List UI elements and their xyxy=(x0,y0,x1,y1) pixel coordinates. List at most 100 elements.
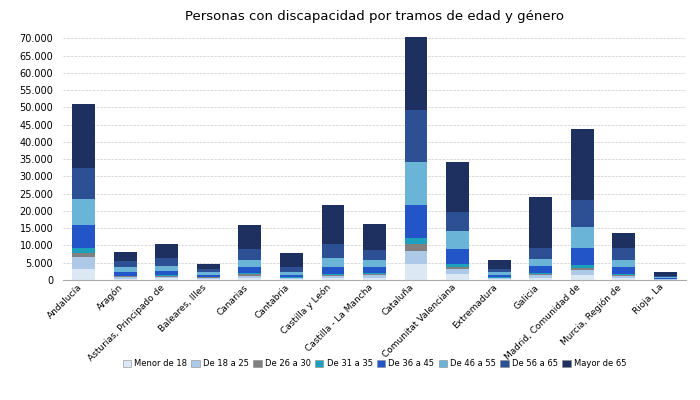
Bar xyxy=(570,200,594,227)
Bar xyxy=(654,278,677,279)
Bar xyxy=(197,277,220,278)
Bar xyxy=(114,267,136,272)
Bar xyxy=(155,244,178,258)
Bar xyxy=(155,278,178,280)
Bar xyxy=(363,275,386,278)
Bar xyxy=(280,275,303,277)
Bar xyxy=(488,277,510,278)
Bar xyxy=(280,278,303,279)
Bar xyxy=(488,272,510,275)
Bar xyxy=(529,278,552,280)
Bar xyxy=(155,275,178,276)
Bar xyxy=(363,273,386,274)
Bar xyxy=(570,275,594,280)
Bar xyxy=(280,267,303,272)
Bar xyxy=(446,269,469,274)
Bar xyxy=(570,265,594,268)
Bar xyxy=(72,253,95,257)
Bar xyxy=(529,248,552,258)
Bar xyxy=(446,266,469,269)
Bar xyxy=(363,260,386,267)
Bar xyxy=(446,231,469,248)
Bar xyxy=(114,272,136,276)
Bar xyxy=(363,267,386,273)
Bar xyxy=(488,260,510,269)
Bar xyxy=(280,254,303,267)
Bar xyxy=(612,268,635,274)
Bar xyxy=(612,274,635,275)
Bar xyxy=(363,274,386,275)
Bar xyxy=(114,276,136,277)
Bar xyxy=(654,276,677,277)
Bar xyxy=(155,277,178,278)
Bar xyxy=(405,244,428,251)
Bar xyxy=(405,251,428,264)
Bar xyxy=(405,205,428,238)
Bar xyxy=(529,275,552,278)
Bar xyxy=(280,272,303,275)
Bar xyxy=(363,224,386,250)
Bar xyxy=(239,267,261,273)
Bar xyxy=(239,225,261,249)
Bar xyxy=(197,275,220,277)
Bar xyxy=(72,225,95,248)
Bar xyxy=(114,252,136,261)
Bar xyxy=(446,274,469,280)
Bar xyxy=(529,273,552,274)
Bar xyxy=(197,264,220,269)
Bar xyxy=(239,273,261,274)
Bar xyxy=(72,104,95,168)
Bar xyxy=(488,275,510,277)
Bar xyxy=(114,279,136,280)
Bar xyxy=(72,257,95,269)
Bar xyxy=(114,261,136,267)
Bar xyxy=(570,227,594,248)
Title: Personas con discapacidad por tramos de edad y género: Personas con discapacidad por tramos de … xyxy=(185,10,564,23)
Bar xyxy=(405,110,428,162)
Bar xyxy=(72,168,95,199)
Bar xyxy=(405,162,428,205)
Bar xyxy=(197,279,220,280)
Bar xyxy=(529,266,552,273)
Bar xyxy=(155,271,178,275)
Bar xyxy=(280,279,303,280)
Bar xyxy=(529,258,552,266)
Bar xyxy=(321,258,344,267)
Bar xyxy=(529,274,552,275)
Bar xyxy=(612,260,635,268)
Bar xyxy=(239,274,261,276)
Bar xyxy=(321,275,344,276)
Bar xyxy=(321,267,344,274)
Bar xyxy=(239,249,261,260)
Bar xyxy=(114,277,136,279)
Bar xyxy=(239,278,261,280)
Bar xyxy=(197,272,220,275)
Bar xyxy=(488,279,510,280)
Bar xyxy=(155,266,178,271)
Bar xyxy=(405,238,428,244)
Bar xyxy=(72,269,95,280)
Bar xyxy=(155,258,178,266)
Bar xyxy=(446,162,469,212)
Bar xyxy=(570,268,594,270)
Bar xyxy=(570,248,594,265)
Bar xyxy=(612,276,635,278)
Bar xyxy=(612,248,635,260)
Bar xyxy=(363,278,386,280)
Bar xyxy=(405,264,428,280)
Bar xyxy=(529,197,552,248)
Bar xyxy=(405,37,428,110)
Bar xyxy=(72,199,95,225)
Bar xyxy=(446,264,469,266)
Bar xyxy=(321,244,344,258)
Bar xyxy=(197,269,220,272)
Legend: Menor de 18, De 18 a 25, De 26 a 30, De 31 a 35, De 36 a 45, De 46 a 55, De 56 a: Menor de 18, De 18 a 25, De 26 a 30, De … xyxy=(119,356,630,372)
Bar xyxy=(321,276,344,278)
Bar xyxy=(197,278,220,279)
Bar xyxy=(239,276,261,278)
Bar xyxy=(321,274,344,275)
Bar xyxy=(72,248,95,253)
Bar xyxy=(280,277,303,278)
Bar xyxy=(239,260,261,267)
Bar xyxy=(612,278,635,280)
